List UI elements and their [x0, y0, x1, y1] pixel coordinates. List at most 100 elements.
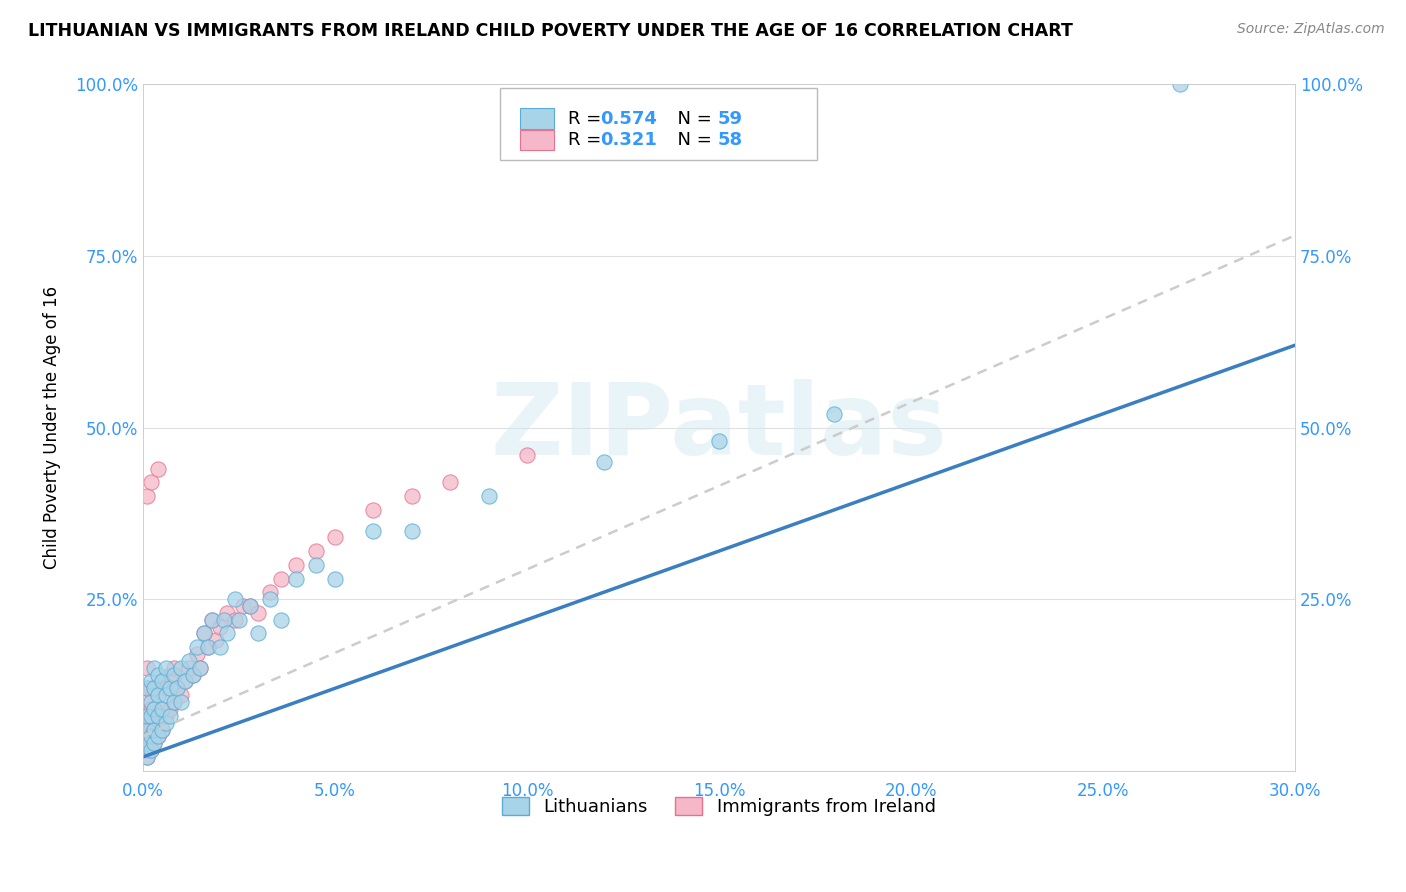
Point [135, 736, 157, 750]
Point [162, 661, 184, 675]
Point [592, 455, 614, 469]
Point [139, 743, 162, 757]
Point [197, 640, 219, 655]
Point [150, 723, 173, 737]
Point [135, 681, 157, 696]
Point [401, 524, 423, 538]
Legend: Lithuanians, Immigrants from Ireland: Lithuanians, Immigrants from Ireland [495, 789, 943, 823]
Point [305, 544, 328, 558]
Point [239, 599, 262, 613]
Point [285, 558, 308, 572]
Point [148, 730, 170, 744]
Point [177, 654, 200, 668]
Y-axis label: Child Poverty Under the Age of 16: Child Poverty Under the Age of 16 [44, 286, 60, 569]
Point [143, 723, 166, 737]
Point [143, 702, 166, 716]
Point [208, 640, 231, 655]
Text: 59: 59 [718, 110, 742, 128]
Point [516, 448, 538, 462]
Point [155, 661, 177, 675]
Point [143, 723, 166, 737]
Point [170, 695, 193, 709]
Point [139, 743, 162, 757]
Text: 0.321: 0.321 [600, 131, 657, 149]
Point [247, 606, 270, 620]
Point [155, 688, 177, 702]
Point [143, 736, 166, 750]
Point [139, 730, 162, 744]
Point [135, 661, 157, 675]
Point [823, 407, 845, 421]
Point [170, 661, 193, 675]
Point [135, 695, 157, 709]
Point [148, 730, 170, 744]
Point [150, 674, 173, 689]
Point [143, 736, 166, 750]
Point [159, 708, 181, 723]
Point [143, 681, 166, 696]
Point [135, 489, 157, 503]
FancyBboxPatch shape [501, 88, 817, 160]
Point [232, 599, 254, 613]
Point [135, 743, 157, 757]
Point [285, 572, 308, 586]
Text: LITHUANIAN VS IMMIGRANTS FROM IRELAND CHILD POVERTY UNDER THE AGE OF 16 CORRELAT: LITHUANIAN VS IMMIGRANTS FROM IRELAND CH… [28, 22, 1073, 40]
Point [166, 681, 188, 696]
Text: R =: R = [568, 110, 607, 128]
Point [217, 626, 239, 640]
Point [439, 475, 461, 490]
Point [181, 667, 204, 681]
Point [212, 613, 235, 627]
Point [197, 640, 219, 655]
Point [162, 667, 184, 681]
Point [148, 688, 170, 702]
Point [247, 626, 270, 640]
Point [363, 503, 385, 517]
Point [401, 489, 423, 503]
Point [139, 715, 162, 730]
Text: 58: 58 [718, 131, 742, 149]
Point [139, 730, 162, 744]
Point [259, 585, 281, 599]
Point [1168, 78, 1191, 92]
Text: 0.574: 0.574 [600, 110, 657, 128]
Point [159, 667, 181, 681]
Point [159, 702, 181, 716]
Point [155, 681, 177, 696]
Text: N =: N = [666, 131, 717, 149]
Point [193, 626, 215, 640]
Point [259, 592, 281, 607]
Point [135, 730, 157, 744]
Point [148, 667, 170, 681]
Point [170, 688, 193, 702]
Point [201, 613, 224, 627]
Point [155, 708, 177, 723]
Point [177, 661, 200, 675]
Point [143, 681, 166, 696]
Point [155, 715, 177, 730]
Point [477, 489, 499, 503]
Point [190, 661, 212, 675]
Point [323, 572, 346, 586]
Point [148, 708, 170, 723]
Point [224, 613, 246, 627]
Point [135, 723, 157, 737]
Point [150, 702, 173, 716]
Point [139, 695, 162, 709]
Point [363, 524, 385, 538]
Point [148, 461, 170, 475]
Point [139, 681, 162, 696]
Point [139, 674, 162, 689]
Point [135, 750, 157, 764]
FancyBboxPatch shape [520, 109, 554, 129]
Point [135, 715, 157, 730]
Text: ZIPatlas: ZIPatlas [491, 379, 948, 476]
Point [305, 558, 328, 572]
Point [174, 674, 197, 689]
Point [174, 674, 197, 689]
Point [150, 702, 173, 716]
Point [139, 475, 162, 490]
Point [208, 619, 231, 633]
Point [139, 708, 162, 723]
Point [135, 708, 157, 723]
